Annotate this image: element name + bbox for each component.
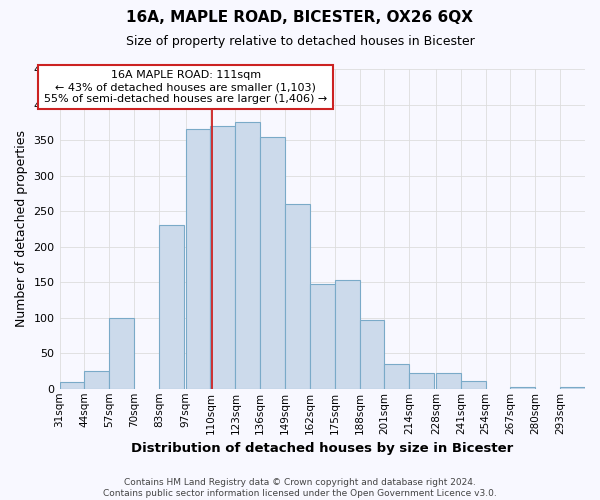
X-axis label: Distribution of detached houses by size in Bicester: Distribution of detached houses by size … [131, 442, 514, 455]
Bar [285, 204, 310, 389]
Text: Size of property relative to detached houses in Bicester: Size of property relative to detached ho… [125, 35, 475, 48]
Bar [409, 373, 434, 389]
Bar [310, 284, 335, 389]
Bar [335, 280, 359, 389]
Bar [85, 371, 109, 389]
Bar [436, 373, 461, 389]
Bar [260, 136, 285, 389]
Bar [235, 122, 260, 389]
Bar [385, 364, 409, 389]
Text: 16A MAPLE ROAD: 111sqm
← 43% of detached houses are smaller (1,103)
55% of semi-: 16A MAPLE ROAD: 111sqm ← 43% of detached… [44, 70, 327, 104]
Bar [461, 381, 485, 389]
Bar [59, 382, 85, 389]
Bar [511, 388, 535, 389]
Y-axis label: Number of detached properties: Number of detached properties [15, 130, 28, 328]
Bar [359, 320, 385, 389]
Bar [211, 126, 235, 389]
Text: Contains HM Land Registry data © Crown copyright and database right 2024.
Contai: Contains HM Land Registry data © Crown c… [103, 478, 497, 498]
Text: 16A, MAPLE ROAD, BICESTER, OX26 6QX: 16A, MAPLE ROAD, BICESTER, OX26 6QX [127, 10, 473, 25]
Bar [159, 226, 184, 389]
Bar [185, 130, 211, 389]
Bar [109, 318, 134, 389]
Bar [560, 388, 585, 389]
